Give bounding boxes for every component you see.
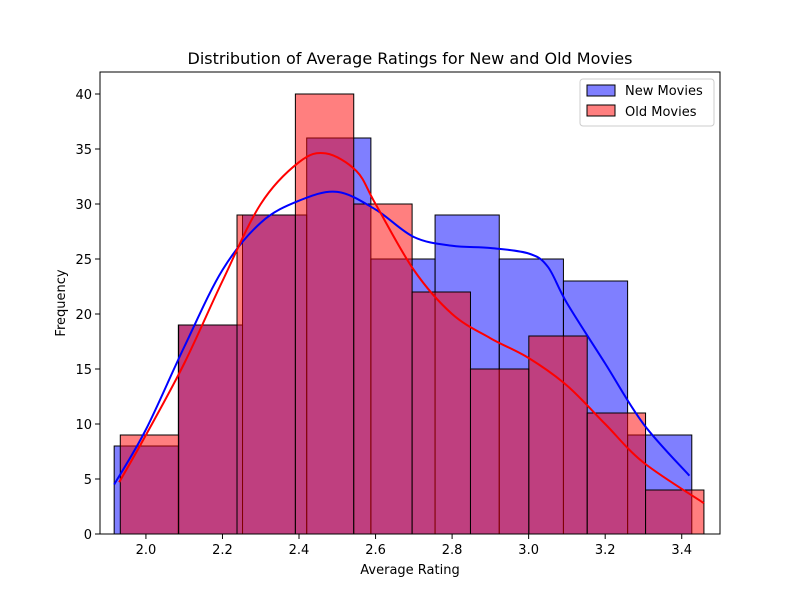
y-tick-label: 5	[84, 473, 92, 488]
histogram-bar-old-movies	[294, 93, 355, 535]
chart-title: Distribution of Average Ratings for New …	[188, 49, 633, 68]
y-tick-label: 25	[75, 253, 92, 268]
y-tick-label: 40	[75, 88, 92, 103]
y-tick-label: 15	[75, 363, 92, 378]
y-tick-label: 20	[75, 308, 92, 323]
y-tick-label: 10	[75, 418, 92, 433]
histogram-bar-old-movies	[469, 368, 530, 535]
x-tick-label: 2.0	[136, 543, 157, 558]
kde-line-new-movies	[113, 190, 691, 486]
histogram-bar-old-movies	[178, 324, 238, 535]
y-tick-label: 30	[75, 198, 92, 213]
y-axis-ticks: 0 5 10 15 20 25 30 35 40	[75, 88, 100, 543]
x-tick-label: 2.6	[365, 543, 386, 558]
legend-label-old-movies: Old Movies	[625, 105, 697, 120]
histogram-bar-old-movies	[236, 214, 296, 535]
x-tick-label: 3.2	[595, 543, 616, 558]
x-tick-label: 3.4	[671, 543, 692, 558]
histogram-bar-old-movies	[528, 335, 588, 535]
kde-layer	[113, 151, 705, 505]
y-axis-label: Frequency	[54, 269, 69, 336]
legend-swatch-new-movies	[586, 84, 616, 97]
histogram-bar-old-movies	[586, 412, 647, 535]
histogram-bar-old-movies	[119, 434, 180, 535]
x-axis-ticks: 2.0 2.2 2.4 2.6 2.8 3.0 3.2 3.4	[136, 534, 692, 558]
legend-label-new-movies: New Movies	[625, 84, 703, 99]
legend-swatch-old-movies	[586, 104, 616, 117]
kde-line-old-movies	[118, 151, 705, 505]
x-tick-label: 3.0	[518, 543, 539, 558]
y-tick-label: 0	[84, 528, 92, 543]
y-tick-label: 35	[75, 143, 92, 158]
x-tick-label: 2.2	[212, 543, 233, 558]
x-tick-label: 2.4	[289, 543, 310, 558]
plot-frame	[99, 71, 721, 535]
legend: New Movies Old Movies	[579, 78, 715, 127]
histogram-bar-old-movies	[411, 291, 471, 535]
bars-layer	[113, 93, 705, 535]
x-axis-label: Average Rating	[360, 563, 459, 578]
x-tick-label: 2.8	[442, 543, 463, 558]
